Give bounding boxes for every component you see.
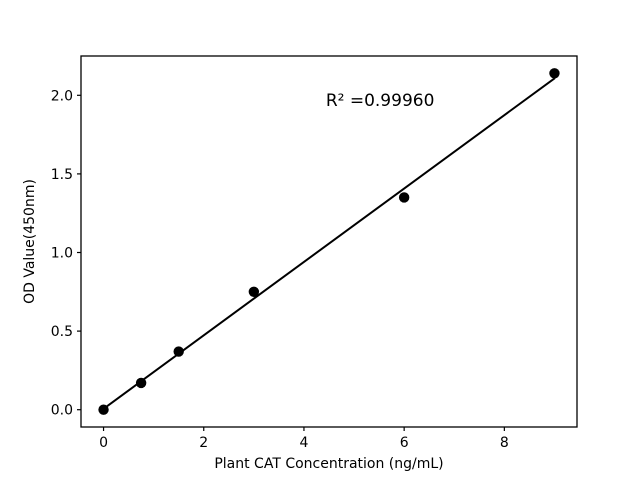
data-point <box>248 286 260 298</box>
y-tick-label: 1.0 <box>51 246 73 262</box>
x-tick-label: 8 <box>500 435 509 451</box>
r-squared-annotation: R² =0.99960 <box>326 91 435 111</box>
data-point <box>98 404 109 415</box>
y-tick-label: 0.5 <box>51 324 73 340</box>
fit-line <box>102 77 556 410</box>
data-point <box>135 377 147 389</box>
x-tick-label: 2 <box>199 435 208 451</box>
axes-spines <box>80 55 578 428</box>
data-point <box>549 68 560 79</box>
y-axis-label: OD Value(450nm) <box>22 179 38 304</box>
plot-area: 0 2 4 6 8 0.0 0.5 1.0 1.5 2.0 <box>51 55 578 451</box>
y-tick-label: 1.5 <box>51 167 73 183</box>
x-tick-label: 4 <box>299 435 308 451</box>
x-axis-label: Plant CAT Concentration (ng/mL) <box>214 456 443 472</box>
x-tick-label: 0 <box>99 435 108 451</box>
data-point <box>398 192 410 203</box>
y-tick-label: 2.0 <box>51 88 73 104</box>
x-tick-label: 6 <box>400 435 409 451</box>
data-point <box>173 346 184 357</box>
y-tick-label: 0.0 <box>51 403 73 419</box>
